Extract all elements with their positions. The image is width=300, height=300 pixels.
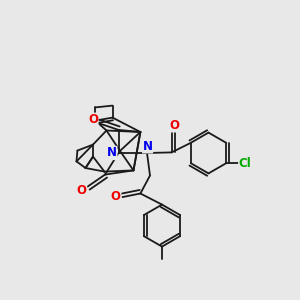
Text: Cl: Cl (239, 157, 251, 170)
Text: N: N (142, 140, 153, 153)
Text: O: O (111, 190, 121, 203)
Text: O: O (169, 119, 179, 132)
Text: O: O (76, 184, 87, 197)
Text: O: O (88, 113, 98, 126)
Text: N: N (107, 146, 117, 160)
